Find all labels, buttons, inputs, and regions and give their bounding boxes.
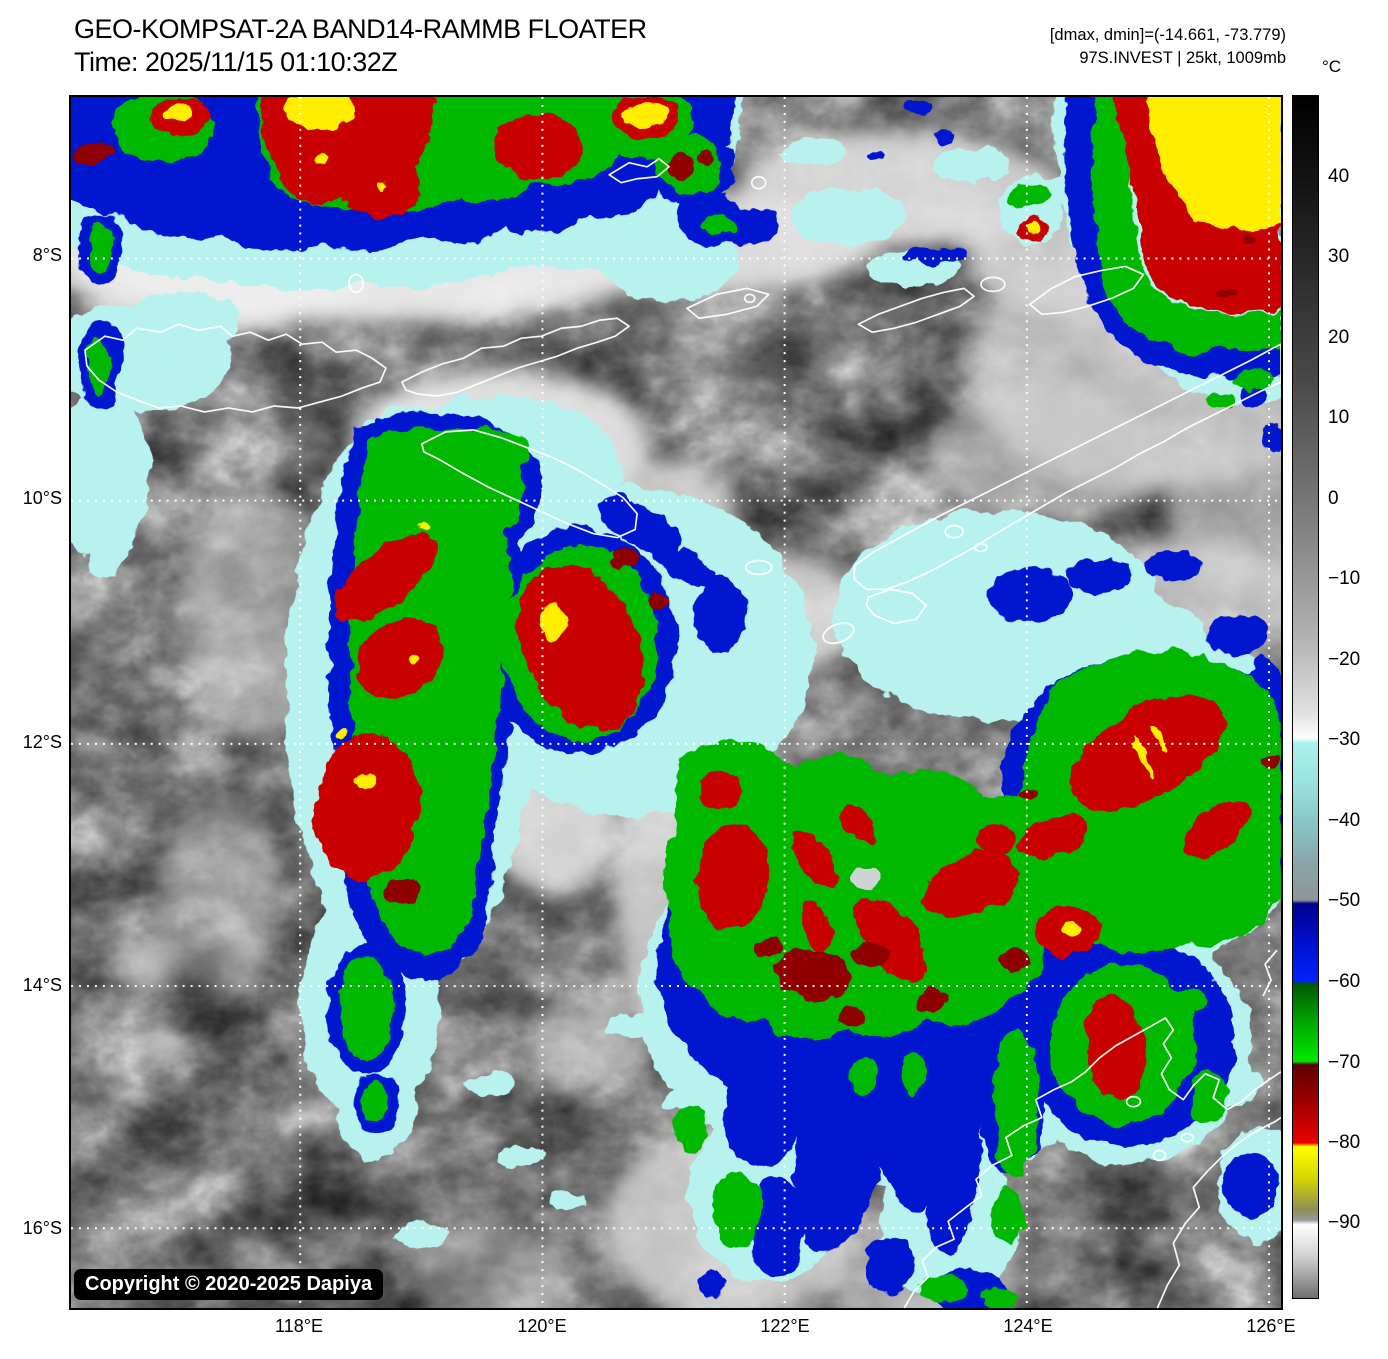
coast-sumbawa — [84, 323, 387, 413]
coast-australia — [903, 1017, 1281, 1308]
colorbar-tick: −30 — [1328, 729, 1361, 750]
colorbar-tick: 40 — [1328, 166, 1350, 187]
page-title: GEO-KOMPSAT-2A BAND14-RAMMB FLOATER — [74, 14, 647, 44]
copyright-badge: Copyright © 2020-2025 Dapiya — [74, 1269, 384, 1300]
colorbar-tick: 10 — [1328, 407, 1350, 428]
coastlines — [84, 157, 1281, 1308]
colorbar-tick: −10 — [1328, 568, 1361, 589]
lat-label: 14°S — [22, 975, 62, 995]
colorbar-unit-label: °C — [1322, 57, 1342, 76]
lon-label: 126°E — [1246, 1316, 1296, 1336]
lon-label: 122°E — [760, 1316, 810, 1336]
colorbar-tick: 0 — [1328, 488, 1339, 509]
coast-sumba — [420, 429, 638, 539]
lon-label: 120°E — [517, 1316, 567, 1336]
lat-label: 16°S — [22, 1218, 62, 1238]
lat-label: 8°S — [32, 245, 62, 265]
colorbar-tick: −20 — [1328, 649, 1361, 670]
lat-label: 10°S — [22, 488, 62, 508]
convection-enhancement — [71, 97, 1281, 1308]
colorbar-tick: −40 — [1328, 810, 1361, 831]
coast-alor — [857, 287, 975, 334]
satellite-map — [69, 95, 1283, 1310]
coast-timor — [853, 343, 1281, 591]
colorbar-tick: 20 — [1328, 327, 1350, 348]
colorbar-tick: −60 — [1328, 971, 1361, 992]
lon-label: 118°E — [275, 1316, 323, 1336]
colorbar-tick: −90 — [1328, 1212, 1361, 1233]
coast-flores — [401, 317, 631, 397]
timestamp: Time: 2025/11/15 01:10:32Z — [74, 47, 398, 77]
header-right: [dmax, dmin]=(-14.661, -73.779) 97S.INVE… — [1050, 24, 1286, 70]
colorbar-tick: −50 — [1328, 890, 1361, 911]
lat-label: 12°S — [22, 732, 62, 752]
satellite-imagery — [71, 97, 1281, 1308]
storm-status: 97S.INVEST | 25kt, 1009mb — [1079, 49, 1286, 67]
colorbar-tick: −80 — [1328, 1132, 1361, 1153]
dmax-dmin-readout: [dmax, dmin]=(-14.661, -73.779) — [1049, 26, 1286, 44]
coast-wetar — [1028, 265, 1145, 316]
lon-label: 124°E — [1003, 1316, 1053, 1336]
colorbar-tick: 30 — [1328, 246, 1350, 267]
temperature-colorbar — [1292, 95, 1319, 1299]
colorbar-tick: −70 — [1328, 1052, 1361, 1073]
